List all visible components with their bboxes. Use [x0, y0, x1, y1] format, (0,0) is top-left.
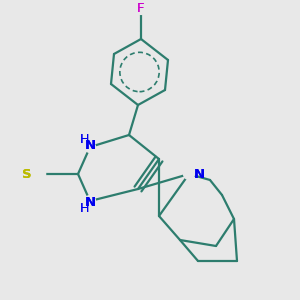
Text: H: H [79, 202, 89, 215]
Circle shape [32, 167, 46, 181]
Text: F: F [137, 2, 145, 14]
Text: H: H [79, 133, 89, 146]
Text: F: F [137, 2, 145, 14]
Circle shape [85, 142, 95, 152]
Circle shape [184, 169, 194, 179]
Text: N: N [84, 196, 96, 209]
Text: H: H [79, 133, 89, 146]
Text: N: N [84, 139, 96, 152]
Text: N: N [84, 139, 96, 152]
Text: N: N [194, 167, 205, 181]
Text: S: S [22, 167, 32, 181]
Text: H: H [79, 202, 89, 215]
Text: S: S [22, 167, 32, 181]
Text: N: N [194, 167, 205, 181]
Text: N: N [84, 196, 96, 209]
Circle shape [136, 4, 146, 14]
Circle shape [85, 196, 95, 206]
